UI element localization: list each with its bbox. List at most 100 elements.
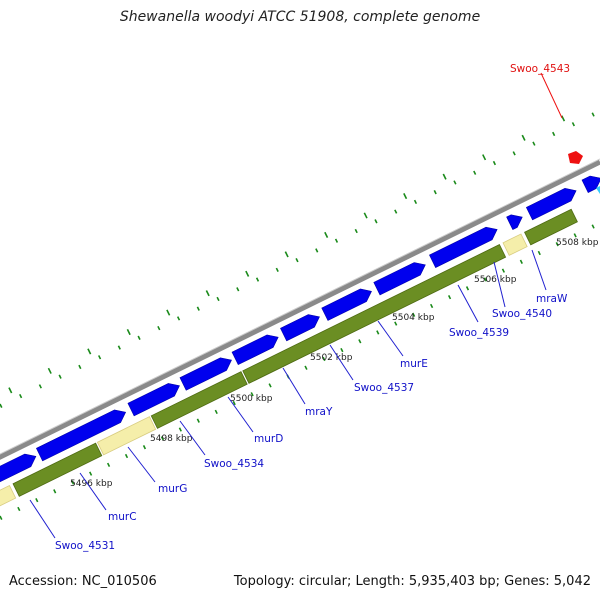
forward-gene-arrow [0,453,37,483]
reverse-gene-block [96,416,157,456]
outer-tick-dot [453,180,457,185]
kbp-label: 5500 kbp [230,394,273,404]
forward-gene-arrow [373,262,426,296]
inner-tick-dot [358,339,362,344]
outer-tick-dash [403,193,408,200]
gene-label[interactable]: Swoo_4540 [492,308,552,320]
inner-tick-dot [519,259,523,264]
outer-tick-dot [117,345,121,350]
gene-label[interactable]: murC [108,511,137,523]
inner-tick-dot [501,268,505,273]
forward-gene-arrow [179,357,232,391]
outer-tick-dash [87,348,92,355]
inner-tick-dot [340,347,344,353]
outer-tick-dot [334,238,339,243]
outer-tick-dot [236,287,240,292]
gene-label[interactable]: Swoo_4534 [204,458,264,470]
kbp-label: 5508 kbp [556,238,599,248]
outer-tick-dot [433,190,437,195]
kbp-label: 5496 kbp [70,479,113,489]
reverse-gene-block [524,208,578,246]
inner-tick-dot [465,286,470,291]
outer-tick-dash [8,387,13,394]
kbp-label: 5502 kbp [310,353,353,363]
reverse-gene-block [12,442,103,497]
kbp-label: 5498 kbp [150,434,193,444]
gene-label[interactable]: Swoo_4539 [449,327,509,339]
inner-tick-dot [555,242,559,247]
outer-tick-dash [205,290,210,297]
outer-tick-dot [58,374,62,379]
outer-tick-dash [324,231,329,238]
inner-tick-dot [106,462,111,467]
inner-tick-dot [35,497,39,503]
outer-tick-dot [492,160,497,166]
inner-tick-dot [53,489,57,494]
outer-tick-dot [315,248,319,253]
forward-gene-arrow [280,314,320,342]
kbp-label: 5504 kbp [392,313,435,323]
inner-tick-dot [394,321,398,326]
edge-gene-fragment [596,186,600,194]
inner-tick-dot [573,233,577,238]
inner-tick-dot [304,365,308,370]
forward-gene-arrow [581,175,600,193]
gene-label[interactable]: mraY [305,406,333,418]
outer-tick-dot [255,277,260,282]
outer-tick-dot [413,199,418,205]
gene-leader-lines [29,249,547,539]
inner-tick-dot [447,294,452,300]
outer-tick-dash [442,173,447,180]
forward-genes [0,175,600,483]
outer-tick-dot [176,316,181,321]
highlight-marker[interactable] [568,151,583,164]
outer-tick-dot [394,209,398,214]
gene-label[interactable]: Swoo_4531 [55,540,115,552]
inner-tick-dot [412,312,416,317]
outer-tick-dot [552,131,556,137]
outer-tick-dot [532,141,536,146]
outer-tick-dot [0,403,3,408]
outer-tick-dash [363,212,368,219]
outer-tick-dash [245,270,250,277]
forward-gene-arrow [525,188,577,221]
forward-gene-arrow [35,409,127,462]
kbp-label: 5506 kbp [474,275,517,285]
highlight-leader-line [540,72,563,119]
gene-label[interactable]: mraW [536,293,568,305]
outer-tick-dot [78,364,82,370]
gene-label[interactable]: Swoo_4537 [354,382,414,394]
outer-tick-dot [354,228,358,234]
inner-tick-dot [142,445,147,450]
gene-label[interactable]: murG [158,483,187,495]
outer-tick-dot [473,170,477,175]
genome-backbone [0,159,600,460]
accession-label: Accession: NC_010506 [9,574,157,589]
inner-tick-dot [322,356,326,362]
outer-tick-dot [571,122,575,127]
outer-tick-dot [275,267,279,273]
inner-tick-dots [0,224,595,520]
inner-tick-dot [196,418,200,423]
genome-backbone-highlight [0,158,600,455]
genome-title: Shewanella woodyi ATCC 51908, complete g… [119,9,481,25]
outer-tick-dash [284,251,289,258]
outer-tick-dash [561,115,566,122]
outer-tick-dash [47,367,52,374]
reverse-genes [0,208,578,507]
highlight-gene-label[interactable]: Swoo_4543 [510,63,570,75]
inner-tick-dot [483,277,488,282]
inner-tick-dot [268,383,272,388]
inner-tick-dot [214,409,218,415]
inner-tick-dot [71,480,75,485]
forward-gene-arrow [321,288,372,321]
outer-tick-dash [482,154,487,161]
inner-tick-dot [250,392,254,397]
inner-tick-dot [591,224,595,229]
gene-label[interactable]: murD [254,433,283,445]
forward-gene-arrow [127,383,180,417]
outer-tick-dot [216,296,220,302]
gene-label[interactable]: murE [400,358,428,370]
reverse-gene-block [0,485,17,507]
inner-tick-dot [232,400,236,406]
